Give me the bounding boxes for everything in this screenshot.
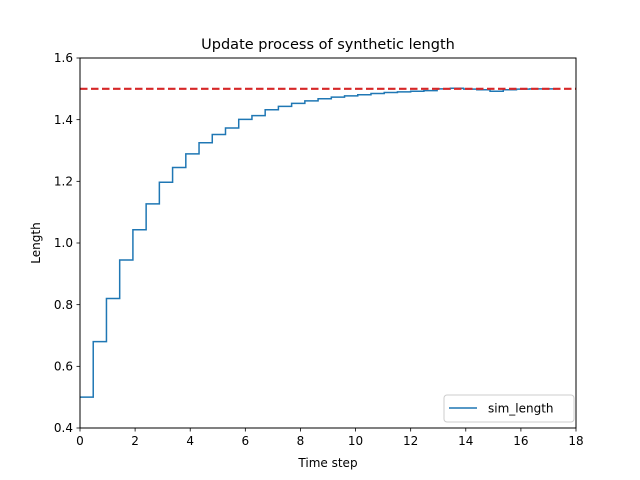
x-tick-label: 6 (242, 434, 250, 448)
y-tick-label: 0.6 (54, 360, 73, 374)
legend-label-sim-length: sim_length (488, 402, 554, 416)
x-tick-label: 18 (568, 434, 583, 448)
chart-title: Update process of synthetic length (201, 37, 455, 53)
plot-area (80, 87, 576, 398)
x-tick-label: 4 (186, 434, 194, 448)
x-tick-label: 16 (513, 434, 528, 448)
legend: sim_length (443, 394, 575, 423)
axes: 0 2 4 6 8 10 12 14 16 18 0.4 0.6 0.8 1.0 1.2 1.4 1.6 (54, 51, 584, 448)
x-tick-label: 10 (348, 434, 363, 448)
x-tick-label: 14 (458, 434, 473, 448)
x-tick-label: 12 (403, 434, 418, 448)
legend-frame (443, 394, 575, 423)
y-tick-label: 0.8 (54, 298, 73, 312)
y-tick-label: 1.6 (54, 51, 73, 65)
y-tick-label: 1.4 (54, 113, 73, 127)
y-tick-label: 0.4 (54, 421, 73, 435)
x-tick-label: 8 (297, 434, 305, 448)
x-axis-title: Time step (297, 456, 357, 470)
x-tick-label: 0 (76, 434, 84, 448)
x-tick-label: 2 (131, 434, 139, 448)
y-tick-label: 1.0 (54, 236, 73, 250)
y-axis-title: Length (29, 222, 43, 263)
y-tick-label: 1.2 (54, 175, 73, 189)
